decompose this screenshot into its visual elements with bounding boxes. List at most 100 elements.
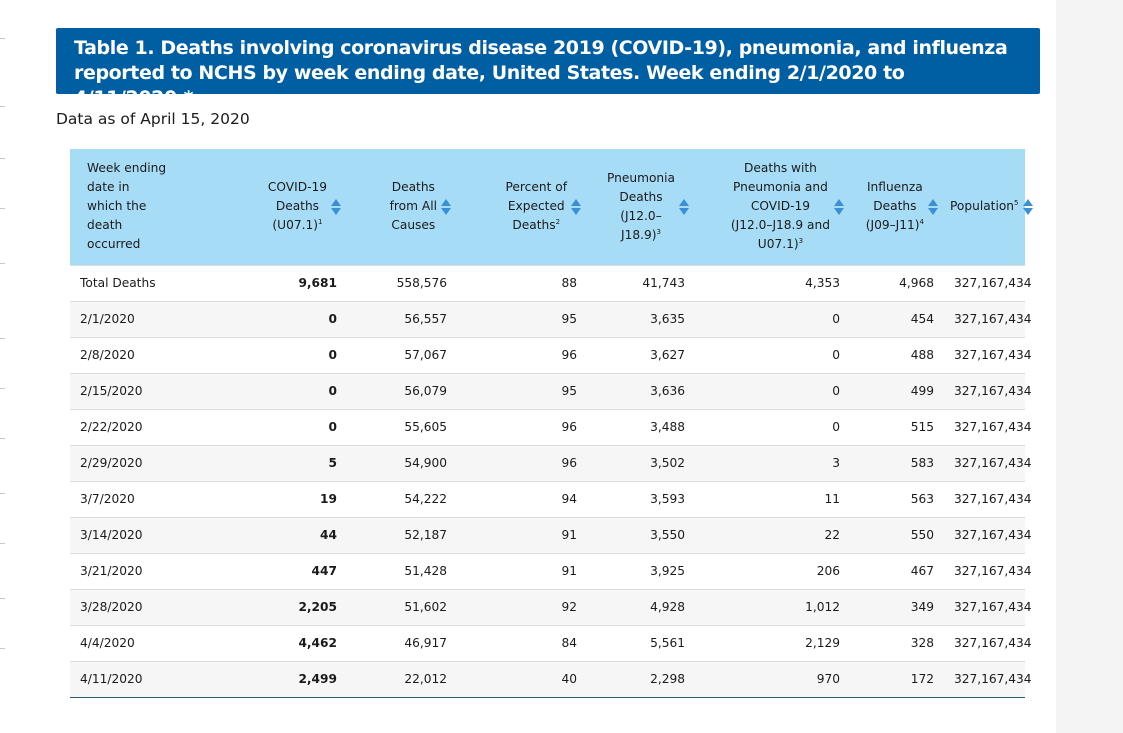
table-cell: 558,576 bbox=[347, 264, 457, 301]
header-line: (J12.0–J18.9 and bbox=[730, 218, 830, 233]
table-cell: 46,917 bbox=[347, 624, 457, 661]
header-line: (J12.0– bbox=[620, 208, 662, 223]
footnote-marker: 3 bbox=[798, 237, 804, 246]
sort-arrows-icon[interactable] bbox=[441, 198, 451, 215]
table-cell: 22 bbox=[695, 516, 850, 553]
edge-tick bbox=[0, 493, 5, 494]
table-header-row: Week ending date in which the death occurr… bbox=[70, 149, 1033, 265]
table-cell: 84 bbox=[457, 624, 587, 661]
table-cell: 54,222 bbox=[347, 480, 457, 517]
sort-arrows-icon[interactable] bbox=[1022, 198, 1033, 215]
table-cell: 349 bbox=[850, 588, 944, 625]
footnote-marker: 1 bbox=[317, 218, 323, 227]
table-cell: 550 bbox=[850, 516, 944, 553]
table-cell: 2,129 bbox=[695, 624, 850, 661]
table-cell: 4,968 bbox=[850, 264, 944, 301]
edge-tick bbox=[0, 338, 5, 339]
table-cell: 4,462 bbox=[190, 624, 347, 661]
header-line: Deaths bbox=[391, 180, 435, 195]
table-cell: 41,743 bbox=[587, 264, 695, 301]
table-cell: 2/15/2020 bbox=[70, 372, 190, 409]
table-cell: 0 bbox=[190, 336, 347, 373]
table-cell: 4/11/2020 bbox=[70, 660, 190, 698]
column-header-1[interactable]: COVID-19 Deaths (U07.1)1 bbox=[190, 149, 347, 265]
table-cell: 172 bbox=[850, 660, 944, 698]
table-cell: 88 bbox=[457, 264, 587, 301]
table-cell: 0 bbox=[695, 336, 850, 373]
column-header-5[interactable]: Deaths with Pneumonia and COVID-19 (J12.0–J… bbox=[695, 149, 850, 265]
table-cell: 96 bbox=[457, 336, 587, 373]
edge-tick bbox=[0, 158, 5, 159]
edge-tick bbox=[0, 106, 5, 107]
table-cell: 4/4/2020 bbox=[70, 624, 190, 661]
edge-tick bbox=[0, 598, 5, 599]
sort-arrows-icon[interactable] bbox=[331, 198, 341, 215]
sort-arrows-icon[interactable] bbox=[834, 198, 844, 215]
table-row: 4/11/2020 2,499 22,012 40 2,298 970 172 327,167… bbox=[70, 660, 1032, 698]
total-row: Total Deaths 9,681 558,576 88 41,743 4,353 4,9… bbox=[70, 264, 1032, 301]
table-cell: 327,167,434 bbox=[944, 552, 1032, 589]
table-cell: 44 bbox=[190, 516, 347, 553]
header-line: Week ending date in bbox=[87, 161, 167, 195]
table-cell: 1,012 bbox=[695, 588, 850, 625]
table-cell: 583 bbox=[850, 444, 944, 481]
deaths-table: Week ending date in which the death occurr… bbox=[70, 149, 1033, 698]
column-header-label: Population5 bbox=[950, 197, 1019, 216]
table-cell: 327,167,434 bbox=[944, 588, 1032, 625]
table-row: 3/7/2020 19 54,222 94 3,593 11 563 327,167,434 bbox=[70, 480, 1032, 517]
table-cell: 515 bbox=[850, 408, 944, 445]
table-cell: 327,167,434 bbox=[944, 480, 1032, 517]
table-cell: 40 bbox=[457, 660, 587, 698]
table-cell: 95 bbox=[457, 300, 587, 337]
column-header-2[interactable]: Deaths from All Causes bbox=[347, 149, 457, 265]
table-cell: 0 bbox=[190, 372, 347, 409]
table-cell: Total Deaths bbox=[70, 264, 190, 301]
column-header-label: Pneumonia Deaths (J12.0– J18.9)3 bbox=[607, 169, 675, 245]
table-cell: 3,627 bbox=[587, 336, 695, 373]
table-cell: 56,557 bbox=[347, 300, 457, 337]
header-line: Deaths bbox=[619, 189, 663, 204]
table-cell: 19 bbox=[190, 480, 347, 517]
table-cell: 96 bbox=[457, 444, 587, 481]
edge-tick bbox=[0, 438, 5, 439]
table-cell: 3,593 bbox=[587, 480, 695, 517]
table-cell: 91 bbox=[457, 552, 587, 589]
column-header-label: Week ending date in which the death occurr… bbox=[87, 159, 184, 254]
table-cell: 563 bbox=[850, 480, 944, 517]
column-header-4[interactable]: Pneumonia Deaths (J12.0– J18.9)3 bbox=[587, 149, 695, 265]
table-cell: 92 bbox=[457, 588, 587, 625]
edge-tick bbox=[0, 263, 5, 264]
table-cell: 11 bbox=[695, 480, 850, 517]
column-header-7[interactable]: Population5 bbox=[944, 149, 1033, 265]
table-cell: 327,167,434 bbox=[944, 516, 1032, 553]
header-line: Causes bbox=[391, 218, 436, 233]
edge-tick bbox=[0, 208, 5, 209]
table-cell: 3 bbox=[695, 444, 850, 481]
column-header-label: COVID-19 Deaths (U07.1)1 bbox=[268, 178, 327, 235]
table-cell: 9,681 bbox=[190, 264, 347, 301]
sort-arrows-icon[interactable] bbox=[571, 198, 581, 215]
table-cell: 22,012 bbox=[347, 660, 457, 698]
table-cell: 0 bbox=[190, 300, 347, 337]
header-line: Pneumonia and bbox=[733, 180, 828, 195]
table-row: 2/15/2020 0 56,079 95 3,636 0 499 327,167,434 bbox=[70, 372, 1032, 409]
sort-arrows-icon[interactable] bbox=[928, 198, 938, 215]
header-line: Deaths bbox=[512, 218, 556, 233]
table-cell: 57,067 bbox=[347, 336, 457, 373]
header-line: Percent of bbox=[505, 180, 567, 195]
table-cell: 970 bbox=[695, 660, 850, 698]
table-cell: 488 bbox=[850, 336, 944, 373]
header-line: COVID-19 bbox=[750, 199, 810, 214]
column-header-3[interactable]: Percent of Expected Deaths2 bbox=[457, 149, 587, 265]
table-cell: 3/28/2020 bbox=[70, 588, 190, 625]
column-header-label: Influenza Deaths (J09–J11)4 bbox=[866, 178, 924, 235]
table-row: 2/1/2020 0 56,557 95 3,635 0 454 327,167,434 bbox=[70, 300, 1032, 337]
table-cell: 3,636 bbox=[587, 372, 695, 409]
table-cell: 95 bbox=[457, 372, 587, 409]
sort-arrows-icon[interactable] bbox=[679, 198, 689, 215]
table-cell: 3/14/2020 bbox=[70, 516, 190, 553]
table-cell: 447 bbox=[190, 552, 347, 589]
table-cell: 2/22/2020 bbox=[70, 408, 190, 445]
column-header-6[interactable]: Influenza Deaths (J09–J11)4 bbox=[850, 149, 944, 265]
table-cell: 328 bbox=[850, 624, 944, 661]
